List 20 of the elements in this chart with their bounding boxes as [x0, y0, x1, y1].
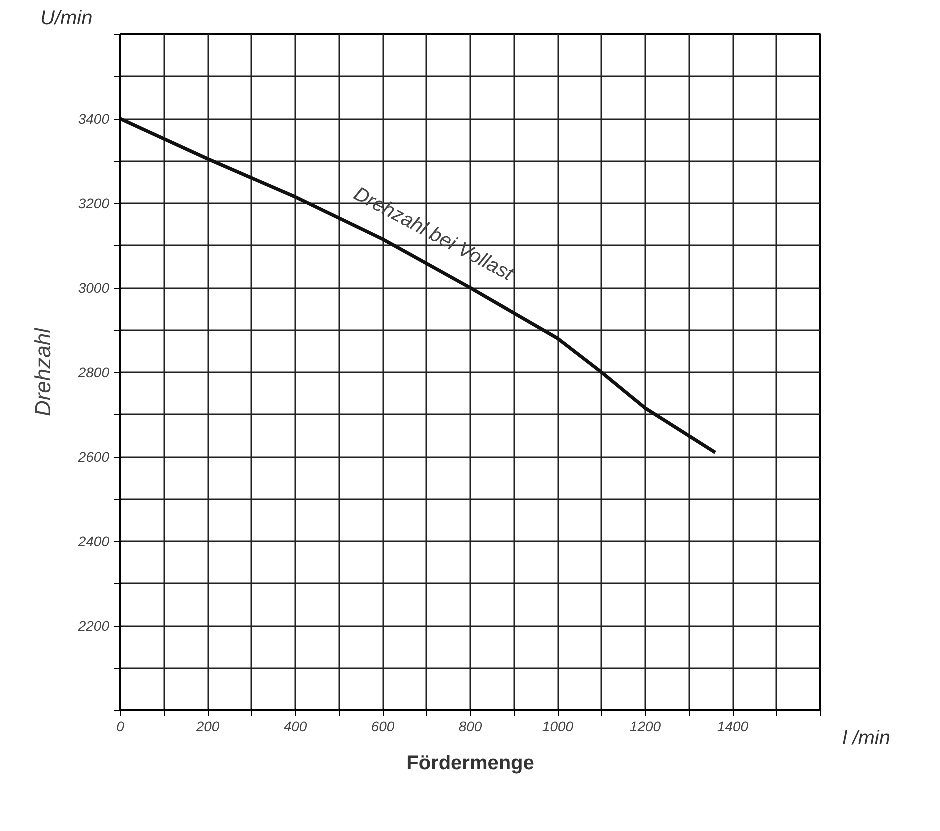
text: l /min — [842, 728, 891, 750]
x-tick-label: 1000 — [542, 718, 574, 734]
x-tick-label: 1200 — [630, 718, 662, 734]
x-tick-label: 400 — [284, 718, 308, 734]
text: U/min — [40, 8, 93, 30]
y-tick-label: 3400 — [78, 111, 110, 127]
x-tick-label: 600 — [371, 718, 395, 734]
x-axis-title: Fördermenge — [406, 752, 534, 774]
y-tick-label: 2600 — [77, 449, 110, 465]
y-tick-label: 2800 — [77, 364, 110, 380]
x-tick-label: 1400 — [717, 718, 749, 734]
y-tick-label: 2200 — [77, 618, 110, 634]
y-tick-label: 2400 — [77, 534, 110, 550]
x-tick-label: 0 — [116, 718, 125, 734]
x-tick-label: 200 — [195, 718, 220, 734]
y-axis-title: Drehzahl — [30, 327, 56, 417]
y-tick-label: 3000 — [78, 280, 110, 296]
x-tick-label: 800 — [458, 718, 482, 734]
y-tick-label: 3200 — [78, 196, 110, 212]
line-series — [120, 117, 718, 455]
